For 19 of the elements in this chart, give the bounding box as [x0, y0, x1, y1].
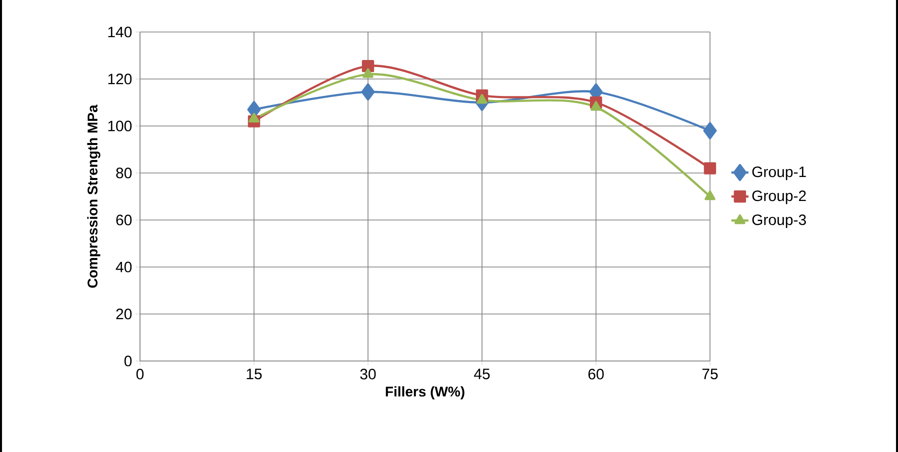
x-tick-label: 75: [702, 368, 718, 380]
x-tick-label: 30: [360, 368, 376, 380]
y-tick-label: 120: [108, 74, 132, 84]
x-tick-label: 0: [136, 368, 144, 380]
y-tick-label: 20: [116, 308, 132, 320]
y-axis-title: Compression Strength MPa: [87, 104, 100, 288]
y-tick-label: 60: [116, 214, 132, 226]
y-tick-label: 140: [108, 26, 132, 38]
legend-label: Group-2: [752, 190, 806, 204]
legend-label: Group-1: [752, 166, 806, 180]
y-tick-label: 80: [116, 168, 132, 178]
x-tick-label: 60: [588, 368, 604, 380]
y-tick-label: 40: [116, 262, 132, 272]
legend-label: Group-3: [752, 214, 806, 228]
y-tick-label: 0: [124, 356, 132, 366]
x-axis-title: Fillers (W%): [386, 386, 464, 400]
x-tick-label: 15: [246, 368, 262, 380]
y-tick-label: 100: [108, 120, 132, 132]
x-tick-label: 45: [474, 368, 490, 380]
